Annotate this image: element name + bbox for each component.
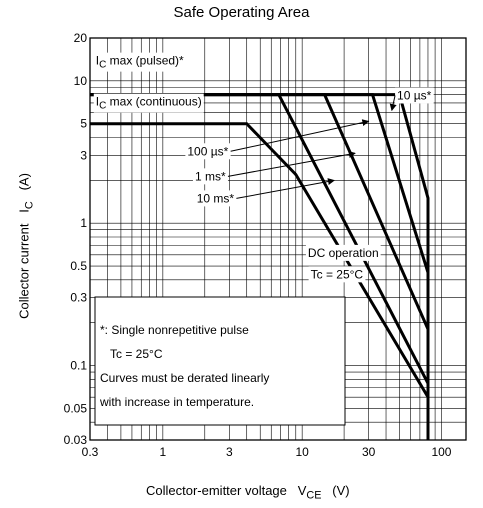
- x-tick-label: 10: [295, 445, 309, 459]
- note-box: [94, 296, 346, 426]
- x-tick-label: 3: [226, 445, 233, 459]
- label-dc-tc-bg: [308, 266, 366, 283]
- y-axis-label: Collector current IC (A): [17, 173, 36, 319]
- note-line-1: *: Single nonrepetitive pulse: [100, 323, 249, 337]
- x-axis-symbol-sub: CE: [306, 489, 322, 502]
- label-1ms: 1 ms*: [192, 168, 228, 185]
- label-ic-continuous-text: IC max (continuous): [96, 95, 202, 112]
- label-dc-tc-text: Tc = 25°C: [311, 267, 364, 281]
- y-axis-label-text: Collector current: [16, 223, 32, 319]
- label-1ms-bg: [192, 168, 228, 185]
- label-ic-continuous: IC max (continuous): [93, 93, 204, 113]
- x-axis-label-text: Collector-emitter voltage: [146, 483, 287, 498]
- series-group: [90, 93, 430, 440]
- y-tick-label: 0.1: [70, 359, 87, 373]
- x-axis-label: Collector-emitter voltage VCE (V): [146, 483, 350, 502]
- y-tick-label: 20: [74, 31, 88, 45]
- note-text: *: Single nonrepetitive pulse Tc = 25°C …: [100, 318, 336, 414]
- label-10ms: 10 ms*: [194, 190, 237, 207]
- y-axis-unit: (A): [16, 173, 32, 191]
- x-tick-label: 1: [159, 445, 166, 459]
- y-tick-label: 0.5: [70, 259, 87, 273]
- label-dc-operation: DC operation: [305, 244, 381, 261]
- label-dc-operation-text: DC operation: [308, 246, 379, 260]
- label-100us-bg: [185, 143, 231, 160]
- label-10us-text: 10 µs*: [397, 88, 432, 102]
- y-axis-symbol: I: [16, 209, 32, 213]
- x-tick-label: 0.3: [82, 445, 99, 459]
- x-axis-symbol: V: [297, 483, 307, 498]
- leader-10us: [389, 95, 397, 112]
- annotations: IC max (pulsed)* IC max (continuous) 10 µs…: [93, 52, 434, 283]
- x-tick-label: 30: [362, 445, 376, 459]
- label-dc-tc: Tc = 25°C: [308, 266, 366, 283]
- y-tick-label: 0.03: [64, 433, 88, 447]
- tick-labels: 0.3 1 3 10 30 100 0.03 0.05 0.1 0.3 0.5 1 3 5 10 20: [64, 31, 452, 459]
- plot-frame: [89, 37, 467, 441]
- leader-10ms: [236, 178, 335, 199]
- label-ic-continuous-bg: [93, 93, 204, 113]
- note-line-2: Tc = 25°C: [110, 347, 163, 361]
- label-ic-pulsed-text: IC max (pulsed)*: [96, 54, 184, 71]
- y-tick-label: 1: [80, 216, 87, 230]
- y-tick-label: 10: [74, 74, 88, 88]
- x-tick-label: 100: [431, 445, 451, 459]
- leader-1ms: [227, 150, 356, 177]
- label-100us-text: 100 µs*: [187, 144, 228, 158]
- note-line-4: with increase in temperature.: [100, 395, 255, 409]
- note-line-3: Curves must be derated linearly: [100, 371, 270, 385]
- label-10us: 10 µs*: [395, 87, 434, 104]
- y-axis-symbol-sub: C: [23, 201, 36, 210]
- label-100us: 100 µs*: [185, 143, 231, 160]
- y-tick-label: 0.3: [70, 291, 87, 305]
- x-axis-unit: (V): [332, 483, 350, 498]
- label-10ms-bg: [194, 190, 237, 207]
- label-ic-pulsed: IC max (pulsed)*: [93, 52, 187, 72]
- y-tick-label: 5: [80, 117, 87, 131]
- label-10ms-text: 10 ms*: [197, 191, 235, 205]
- label-ic-pulsed-bg: [93, 52, 187, 72]
- label-dc-operation-bg: [305, 244, 381, 261]
- y-tick-label: 0.05: [64, 401, 88, 415]
- chart-title: Safe Operating Area: [173, 4, 310, 21]
- series-line-4: [90, 122, 430, 440]
- y-tick-label: 3: [80, 148, 87, 162]
- label-10us-bg: [395, 87, 434, 104]
- label-1ms-text: 1 ms*: [195, 169, 226, 183]
- leader-100us: [230, 119, 370, 152]
